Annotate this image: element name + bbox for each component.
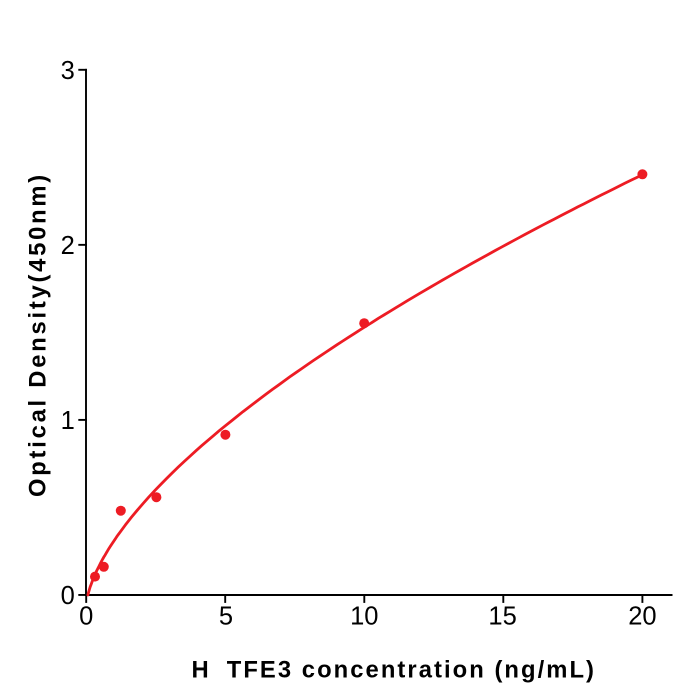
svg-text:0: 0 bbox=[61, 582, 75, 610]
svg-text:Optical Density(450nm): Optical Density(450nm) bbox=[25, 172, 52, 497]
svg-text:5: 5 bbox=[219, 602, 233, 630]
svg-text:10: 10 bbox=[350, 602, 378, 630]
svg-text:2: 2 bbox=[61, 232, 75, 260]
svg-text:0: 0 bbox=[79, 602, 93, 630]
svg-text:20: 20 bbox=[628, 602, 656, 630]
svg-text:15: 15 bbox=[488, 602, 516, 630]
svg-text:3: 3 bbox=[61, 57, 75, 85]
svg-text:1: 1 bbox=[61, 407, 75, 435]
